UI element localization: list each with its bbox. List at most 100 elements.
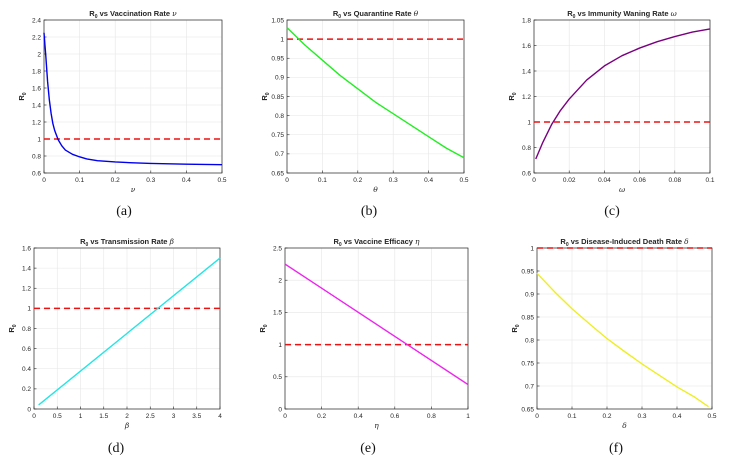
title-r: R bbox=[560, 237, 566, 246]
chart-title: R0 vs Immunity Waning Rate ω bbox=[567, 9, 676, 20]
y-tick-label: 0.6 bbox=[32, 170, 41, 177]
y-tick-label: 1.05 bbox=[271, 17, 284, 24]
y-tick-label: 0.2 bbox=[22, 386, 31, 393]
y-tick-label: 2 bbox=[37, 51, 41, 58]
title-text: vs Vaccination Rate bbox=[98, 9, 173, 18]
data-series-line bbox=[43, 32, 223, 166]
y-tick-label: 1.6 bbox=[32, 85, 41, 92]
axes-frame bbox=[43, 19, 223, 174]
y-tick-label: 1.4 bbox=[32, 102, 41, 109]
x-tick-label: 0.4 bbox=[354, 413, 363, 420]
title-subscript: 0 bbox=[339, 242, 342, 248]
y-tick-label: 1 bbox=[278, 342, 282, 349]
y-tick-label: 1.6 bbox=[522, 43, 531, 50]
title-text: vs Quarantine Rate bbox=[341, 9, 414, 18]
x-tick-label: 0.3 bbox=[146, 177, 155, 184]
x-tick-label: 0.3 bbox=[637, 413, 646, 420]
y-tick-label: 1 bbox=[37, 136, 41, 143]
x-tick-label: 0.4 bbox=[424, 177, 433, 184]
data-series-line bbox=[535, 28, 711, 160]
y-axis-label: R0 bbox=[260, 92, 271, 100]
x-tick-label: 0 bbox=[283, 413, 287, 420]
y-tick-label: 1.2 bbox=[22, 286, 31, 293]
y-tick-label: 1 bbox=[280, 36, 284, 43]
chart-panel-f: 0 0.1 0.2 0.3 0.4 0.5 0.65 0.7 0.75 0.8 0.85 0.9 0.9… bbox=[510, 237, 717, 456]
title-symbol: β bbox=[169, 237, 175, 246]
chart-panel-b: 0 0.1 0.2 0.3 0.4 0.5 0.65 0.7 0.75 0.8 0.85 0.9 0.9… bbox=[260, 9, 469, 219]
y-tick-label: 1.8 bbox=[522, 17, 531, 24]
y-tick-label: 1 bbox=[530, 245, 534, 252]
y-tick-label: 0.8 bbox=[525, 337, 534, 344]
x-tick-label: 2 bbox=[125, 413, 129, 420]
x-tick-label: 3.5 bbox=[192, 413, 201, 420]
chart-panel-c: 0 0.02 0.04 0.06 0.08 0.1 0.6 0.8 1 1.2 1.4 1.6 1.8 R… bbox=[507, 9, 715, 219]
title-subscript: 0 bbox=[573, 14, 576, 20]
x-axis-label: ω bbox=[619, 185, 625, 194]
y-label-r: R bbox=[510, 327, 519, 333]
y-tick-label: 0.8 bbox=[22, 326, 31, 333]
y-label-r: R bbox=[507, 95, 516, 101]
chart-title: R0 vs Vaccine Efficacy η bbox=[333, 237, 420, 248]
x-tick-label: 0 bbox=[32, 413, 36, 420]
chart-panel-e: 0 0.2 0.4 0.6 0.8 100.511.522.5R0 vs Vaccine … bbox=[258, 237, 470, 456]
y-tick-label: 2.5 bbox=[273, 245, 282, 252]
panel-caption: (f) bbox=[609, 441, 623, 456]
title-r: R bbox=[89, 9, 95, 18]
y-label-subscript: 0 bbox=[263, 324, 269, 327]
data-series-line bbox=[286, 27, 465, 159]
x-axis-label: ν bbox=[131, 185, 136, 194]
y-tick-label: 1 bbox=[527, 119, 531, 126]
chart-panel-a: 0 0.1 0.2 0.3 0.4 0.5 0.6 0.8 1 1.2 1.4 1.6 1.8 2 2.2 2… bbox=[17, 9, 227, 219]
x-tick-label: 0.08 bbox=[668, 177, 681, 184]
x-tick-label: 0.02 bbox=[563, 177, 576, 184]
y-label-subscript: 0 bbox=[22, 92, 28, 95]
x-tick-label: 0.5 bbox=[707, 413, 716, 420]
x-tick-label: 0.04 bbox=[598, 177, 611, 184]
x-tick-label: 0.3 bbox=[389, 177, 398, 184]
y-tick-label: 1.6 bbox=[22, 245, 31, 252]
x-tick-label: 0 bbox=[532, 177, 536, 184]
y-tick-label: 0.8 bbox=[32, 153, 41, 160]
chart-title: R0 vs Disease-Induced Death Rate δ bbox=[560, 237, 689, 248]
title-r: R bbox=[333, 237, 339, 246]
y-label-subscript: 0 bbox=[12, 324, 18, 327]
x-tick-label: 1.5 bbox=[99, 413, 108, 420]
y-tick-label: 0.9 bbox=[275, 75, 284, 82]
x-tick-label: 0.4 bbox=[672, 413, 681, 420]
y-tick-label: 0.7 bbox=[275, 151, 284, 158]
y-tick-label: 1.8 bbox=[32, 68, 41, 75]
title-subscript: 0 bbox=[86, 242, 89, 248]
x-tick-label: 0.1 bbox=[705, 177, 714, 184]
y-tick-label: 0.65 bbox=[521, 406, 534, 413]
x-tick-label: 1 bbox=[79, 413, 83, 420]
x-axis-label: θ bbox=[373, 185, 378, 194]
panel-caption: (e) bbox=[360, 441, 376, 456]
chart-panel-d: 0 0.5 1 1.5 2 2.5 3 3.5 4 0 0.2 0.4 0.6 0.8 1 1.2 1.4 1.6… bbox=[7, 237, 222, 456]
chart-title: R0 vs Vaccination Rate ν bbox=[89, 9, 177, 20]
x-tick-label: 0.2 bbox=[111, 177, 120, 184]
y-axis-label: R0 bbox=[258, 324, 269, 332]
y-tick-label: 0.65 bbox=[271, 170, 284, 177]
y-tick-label: 0.85 bbox=[521, 314, 534, 321]
x-tick-label: 0 bbox=[42, 177, 46, 184]
y-tick-label: 0.6 bbox=[522, 170, 531, 177]
y-tick-label: 0 bbox=[27, 406, 31, 413]
title-subscript: 0 bbox=[95, 14, 98, 20]
x-tick-label: 0.06 bbox=[633, 177, 646, 184]
data-series-line bbox=[284, 263, 469, 386]
y-label-subscript: 0 bbox=[512, 92, 518, 95]
title-r: R bbox=[333, 9, 339, 18]
y-tick-label: 2.4 bbox=[32, 17, 41, 24]
title-r: R bbox=[567, 9, 573, 18]
title-symbol: ν bbox=[172, 9, 177, 18]
x-tick-label: 0.2 bbox=[602, 413, 611, 420]
title-r: R bbox=[80, 237, 86, 246]
y-tick-label: 1.5 bbox=[273, 310, 282, 317]
y-axis-label: R0 bbox=[17, 92, 28, 100]
y-tick-label: 0.95 bbox=[271, 56, 284, 63]
y-tick-label: 0 bbox=[278, 406, 282, 413]
x-tick-label: 4 bbox=[218, 413, 222, 420]
title-symbol: ω bbox=[671, 9, 677, 18]
y-tick-label: 0.75 bbox=[521, 360, 534, 367]
x-tick-label: 0.1 bbox=[75, 177, 84, 184]
